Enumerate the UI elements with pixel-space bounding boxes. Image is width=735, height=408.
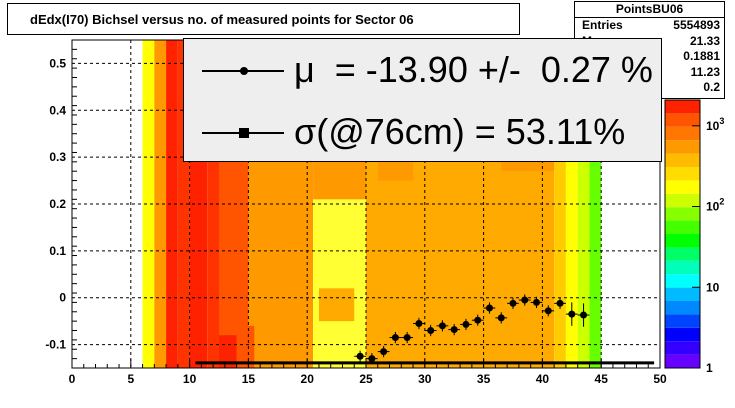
x-tick-label: 45 (595, 372, 609, 386)
legend-markers (202, 67, 284, 138)
heatmap-cell (318, 288, 355, 322)
y-tick-label: 0.5 (49, 56, 66, 70)
heatmap-cell (177, 40, 190, 368)
stats-key: Entries (582, 18, 623, 32)
profile-point (368, 355, 376, 363)
colorbar-segment (665, 126, 700, 141)
profile-point (497, 314, 505, 322)
stats-row: 11.23 (575, 65, 724, 81)
stats-value: 5554893 (673, 18, 720, 32)
colorbar-segment (665, 220, 700, 234)
colorbar-segment (665, 260, 700, 275)
profile-point (509, 299, 517, 307)
y-tick-label: 0.4 (49, 103, 66, 117)
profile-point (415, 319, 423, 327)
stats-row: Entries 5554893 (575, 18, 724, 34)
stats-value: 0.2 (703, 80, 720, 94)
x-tick-label: 0 (69, 372, 76, 386)
colorbar-segment (665, 341, 700, 355)
colorbar-tick-label: 103 (706, 116, 724, 133)
y-tick-label: 0.1 (49, 244, 66, 258)
profile-point (521, 296, 529, 304)
profile-point (427, 327, 435, 335)
profile-point (474, 316, 482, 324)
stats-value: 11.23 (690, 64, 720, 79)
stats-row: 0.1881 (575, 49, 724, 65)
heatmap-cell (207, 40, 219, 368)
colorbar-segment (665, 247, 700, 261)
fit-legend: μ = -13.90 +/- 0.27 % σ(@76cm) = 53.11% (183, 38, 662, 162)
profile-point (580, 311, 588, 319)
colorbar-segment (665, 314, 700, 328)
profile-point (556, 299, 564, 307)
profile-point (533, 298, 541, 306)
colorbar-frame (664, 99, 701, 369)
profile-point (462, 320, 470, 328)
profile-point (356, 352, 364, 360)
heatmap-cell (142, 40, 155, 368)
x-tick-label: 10 (183, 372, 197, 386)
colorbar-segment (665, 153, 700, 167)
heatmap-cell (219, 335, 237, 368)
heatmap-cell (260, 321, 308, 354)
profile-point (438, 322, 446, 330)
colorbar-segment (665, 167, 700, 181)
profile-point (391, 334, 399, 342)
x-tick-label: 40 (536, 372, 550, 386)
legend-mu-marker (240, 67, 248, 75)
x-tick-label: 20 (301, 372, 315, 386)
colorbar-segment (665, 287, 700, 301)
colorbar-segment (665, 100, 700, 114)
colorbar-segment (665, 140, 700, 154)
colorbar-tick-label: 10 (706, 280, 720, 294)
colorbar-tick-label: 102 (706, 197, 724, 214)
colorbar-segment (665, 274, 700, 288)
x-tick-label: 50 (653, 372, 667, 386)
colorbar-segment (665, 234, 700, 248)
colorbar-segment (665, 301, 700, 315)
stats-value: 0.1881 (683, 49, 720, 63)
heatmap-cell (166, 40, 178, 368)
stats-name: PointsBU06 (575, 2, 724, 18)
y-tick-label: 0.2 (49, 197, 66, 211)
heatmap-cell (236, 325, 255, 368)
y-tick-label: -0.1 (45, 338, 66, 352)
stats-row: 0.2 (575, 80, 724, 96)
y-tick-label: 0.3 (49, 150, 66, 164)
colorbar-segment (665, 327, 700, 342)
profile-point (485, 304, 493, 312)
x-tick-label: 5 (127, 372, 134, 386)
colorbar-segment (665, 207, 700, 221)
legend-mu-text: μ = -13.90 +/- 0.27 % (294, 49, 653, 90)
legend-sigma-text: σ(@76cm) = 53.11% (294, 111, 626, 152)
chart-title: dEdx(I70) Bichsel versus no. of measured… (30, 12, 414, 27)
x-tick-label: 15 (242, 372, 256, 386)
profile-point (450, 326, 458, 334)
colorbar-segment (665, 193, 700, 208)
x-tick-label: 25 (359, 372, 373, 386)
chart-title-box: dEdx(I70) Bichsel versus no. of measured… (7, 3, 520, 35)
x-tick-label: 30 (418, 372, 432, 386)
x-tick-label: 35 (477, 372, 491, 386)
y-tick-label: 0 (59, 291, 66, 305)
colorbar-segment (665, 354, 700, 368)
profile-point (403, 334, 411, 342)
profile-point (544, 307, 552, 315)
colorbar-tick-label: 1 (706, 361, 713, 375)
stats-value: 21.33 (689, 33, 720, 48)
colorbar-segment (665, 113, 700, 127)
profile-point (568, 310, 576, 318)
colorbar-segment (665, 180, 700, 194)
legend-sigma-marker (239, 128, 249, 138)
heatmap-cell (154, 40, 167, 368)
heatmap-cell (313, 199, 366, 368)
profile-point (380, 348, 388, 356)
